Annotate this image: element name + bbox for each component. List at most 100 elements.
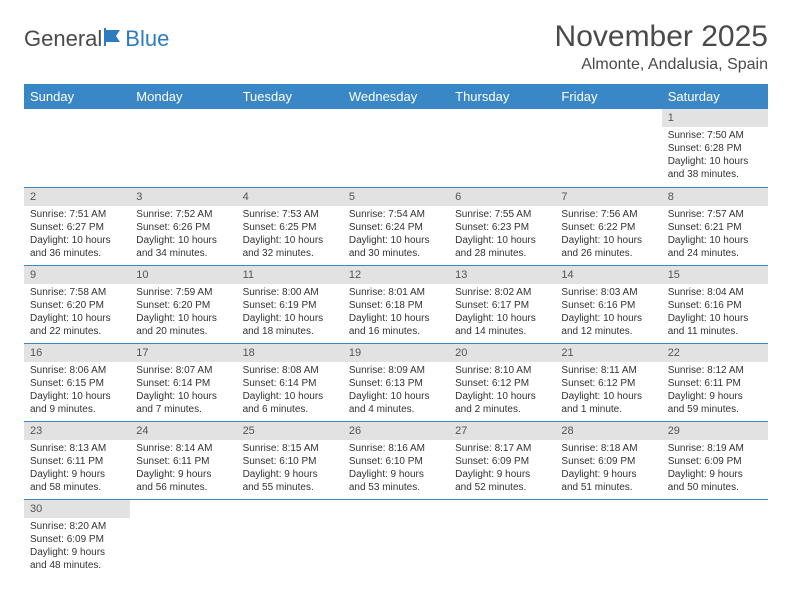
day-details: Sunrise: 8:09 AMSunset: 6:13 PMDaylight:… bbox=[343, 362, 449, 420]
sunset-text: Sunset: 6:12 PM bbox=[455, 377, 549, 390]
day-number: 27 bbox=[449, 422, 555, 440]
sunset-text: Sunset: 6:27 PM bbox=[30, 221, 124, 234]
calendar-day-cell: 21Sunrise: 8:11 AMSunset: 6:12 PMDayligh… bbox=[555, 343, 661, 421]
day-number: 24 bbox=[130, 422, 236, 440]
day-number: 14 bbox=[555, 266, 661, 284]
day-number bbox=[130, 500, 236, 518]
calendar-day-cell: 28Sunrise: 8:18 AMSunset: 6:09 PMDayligh… bbox=[555, 421, 661, 499]
daylight-text: Daylight: 10 hours and 28 minutes. bbox=[455, 234, 549, 260]
calendar-day-cell: 18Sunrise: 8:08 AMSunset: 6:14 PMDayligh… bbox=[237, 343, 343, 421]
day-number: 1 bbox=[662, 109, 768, 127]
day-number bbox=[237, 109, 343, 127]
page-title: November 2025 bbox=[555, 20, 768, 54]
day-number bbox=[662, 500, 768, 518]
day-number: 3 bbox=[130, 188, 236, 206]
location-subtitle: Almonte, Andalusia, Spain bbox=[555, 56, 768, 74]
sunrise-text: Sunrise: 7:56 AM bbox=[561, 208, 655, 221]
day-number bbox=[343, 109, 449, 127]
day-details: Sunrise: 8:04 AMSunset: 6:16 PMDaylight:… bbox=[662, 284, 768, 342]
calendar-day-cell bbox=[662, 499, 768, 577]
sunrise-text: Sunrise: 7:57 AM bbox=[668, 208, 762, 221]
sunset-text: Sunset: 6:15 PM bbox=[30, 377, 124, 390]
calendar-week-row: 16Sunrise: 8:06 AMSunset: 6:15 PMDayligh… bbox=[24, 343, 768, 421]
calendar-day-cell bbox=[130, 499, 236, 577]
daylight-text: Daylight: 10 hours and 26 minutes. bbox=[561, 234, 655, 260]
calendar-day-cell: 5Sunrise: 7:54 AMSunset: 6:24 PMDaylight… bbox=[343, 187, 449, 265]
sunset-text: Sunset: 6:21 PM bbox=[668, 221, 762, 234]
calendar-day-cell: 6 Sunrise: 7:55 AMSunset: 6:23 PMDaylight… bbox=[449, 187, 555, 265]
calendar-week-row: 2Sunrise: 7:51 AMSunset: 6:27 PMDaylight… bbox=[24, 187, 768, 265]
sunrise-text: Sunrise: 7:58 AM bbox=[30, 286, 124, 299]
daylight-text: Daylight: 9 hours and 56 minutes. bbox=[136, 468, 230, 494]
day-number: 7 bbox=[555, 188, 661, 206]
daylight-text: Daylight: 10 hours and 36 minutes. bbox=[30, 234, 124, 260]
calendar-table: Sunday Monday Tuesday Wednesday Thursday… bbox=[24, 84, 768, 577]
calendar-day-cell: 7Sunrise: 7:56 AMSunset: 6:22 PMDaylight… bbox=[555, 187, 661, 265]
sunrise-text: Sunrise: 7:55 AM bbox=[455, 208, 549, 221]
calendar-day-cell: 13Sunrise: 8:02 AMSunset: 6:17 PMDayligh… bbox=[449, 265, 555, 343]
sunrise-text: Sunrise: 7:51 AM bbox=[30, 208, 124, 221]
calendar-day-cell: 29Sunrise: 8:19 AMSunset: 6:09 PMDayligh… bbox=[662, 421, 768, 499]
day-number: 11 bbox=[237, 266, 343, 284]
day-number: 28 bbox=[555, 422, 661, 440]
day-details: Sunrise: 8:10 AMSunset: 6:12 PMDaylight:… bbox=[449, 362, 555, 420]
sunrise-text: Sunrise: 8:15 AM bbox=[243, 442, 337, 455]
day-number: 13 bbox=[449, 266, 555, 284]
daylight-text: Daylight: 10 hours and 18 minutes. bbox=[243, 312, 337, 338]
daylight-text: Daylight: 9 hours and 53 minutes. bbox=[349, 468, 443, 494]
sunrise-text: Sunrise: 8:04 AM bbox=[668, 286, 762, 299]
sunrise-text: Sunrise: 8:07 AM bbox=[136, 364, 230, 377]
sunset-text: Sunset: 6:09 PM bbox=[561, 455, 655, 468]
daylight-text: Daylight: 9 hours and 59 minutes. bbox=[668, 390, 762, 416]
sunset-text: Sunset: 6:13 PM bbox=[349, 377, 443, 390]
daylight-text: Daylight: 10 hours and 11 minutes. bbox=[668, 312, 762, 338]
day-details: Sunrise: 7:52 AMSunset: 6:26 PMDaylight:… bbox=[130, 206, 236, 264]
calendar-day-cell bbox=[555, 109, 661, 187]
day-number: 21 bbox=[555, 344, 661, 362]
sunset-text: Sunset: 6:17 PM bbox=[455, 299, 549, 312]
day-number: 6 bbox=[449, 188, 555, 206]
day-details: Sunrise: 8:03 AMSunset: 6:16 PMDaylight:… bbox=[555, 284, 661, 342]
weekday-header-row: Sunday Monday Tuesday Wednesday Thursday… bbox=[24, 84, 768, 109]
calendar-day-cell: 19Sunrise: 8:09 AMSunset: 6:13 PMDayligh… bbox=[343, 343, 449, 421]
day-number bbox=[130, 109, 236, 127]
sunset-text: Sunset: 6:23 PM bbox=[455, 221, 549, 234]
calendar-day-cell: 9Sunrise: 7:58 AMSunset: 6:20 PMDaylight… bbox=[24, 265, 130, 343]
daylight-text: Daylight: 10 hours and 6 minutes. bbox=[243, 390, 337, 416]
daylight-text: Daylight: 10 hours and 20 minutes. bbox=[136, 312, 230, 338]
weekday-header: Thursday bbox=[449, 84, 555, 109]
day-number: 23 bbox=[24, 422, 130, 440]
daylight-text: Daylight: 9 hours and 50 minutes. bbox=[668, 468, 762, 494]
sunrise-text: Sunrise: 7:53 AM bbox=[243, 208, 337, 221]
calendar-day-cell: 17Sunrise: 8:07 AMSunset: 6:14 PMDayligh… bbox=[130, 343, 236, 421]
calendar-day-cell bbox=[449, 499, 555, 577]
weekday-header: Friday bbox=[555, 84, 661, 109]
sunset-text: Sunset: 6:14 PM bbox=[136, 377, 230, 390]
sunset-text: Sunset: 6:10 PM bbox=[243, 455, 337, 468]
weekday-header: Tuesday bbox=[237, 84, 343, 109]
sunset-text: Sunset: 6:16 PM bbox=[561, 299, 655, 312]
daylight-text: Daylight: 9 hours and 55 minutes. bbox=[243, 468, 337, 494]
daylight-text: Daylight: 10 hours and 4 minutes. bbox=[349, 390, 443, 416]
calendar-day-cell: 12Sunrise: 8:01 AMSunset: 6:18 PMDayligh… bbox=[343, 265, 449, 343]
sunrise-text: Sunrise: 8:06 AM bbox=[30, 364, 124, 377]
sunset-text: Sunset: 6:25 PM bbox=[243, 221, 337, 234]
sunrise-text: Sunrise: 7:54 AM bbox=[349, 208, 443, 221]
day-number bbox=[555, 109, 661, 127]
sunrise-text: Sunrise: 8:12 AM bbox=[668, 364, 762, 377]
calendar-day-cell bbox=[237, 109, 343, 187]
sunset-text: Sunset: 6:19 PM bbox=[243, 299, 337, 312]
calendar-week-row: 1Sunrise: 7:50 AMSunset: 6:28 PMDaylight… bbox=[24, 109, 768, 187]
calendar-day-cell: 2Sunrise: 7:51 AMSunset: 6:27 PMDaylight… bbox=[24, 187, 130, 265]
day-details: Sunrise: 7:58 AMSunset: 6:20 PMDaylight:… bbox=[24, 284, 130, 342]
day-number: 25 bbox=[237, 422, 343, 440]
calendar-day-cell: 1Sunrise: 7:50 AMSunset: 6:28 PMDaylight… bbox=[662, 109, 768, 187]
daylight-text: Daylight: 9 hours and 58 minutes. bbox=[30, 468, 124, 494]
calendar-day-cell bbox=[24, 109, 130, 187]
sunset-text: Sunset: 6:11 PM bbox=[30, 455, 124, 468]
sunrise-text: Sunrise: 8:02 AM bbox=[455, 286, 549, 299]
day-number bbox=[24, 109, 130, 127]
calendar-day-cell: 15Sunrise: 8:04 AMSunset: 6:16 PMDayligh… bbox=[662, 265, 768, 343]
sunrise-text: Sunrise: 8:01 AM bbox=[349, 286, 443, 299]
day-details: Sunrise: 7:54 AMSunset: 6:24 PMDaylight:… bbox=[343, 206, 449, 264]
